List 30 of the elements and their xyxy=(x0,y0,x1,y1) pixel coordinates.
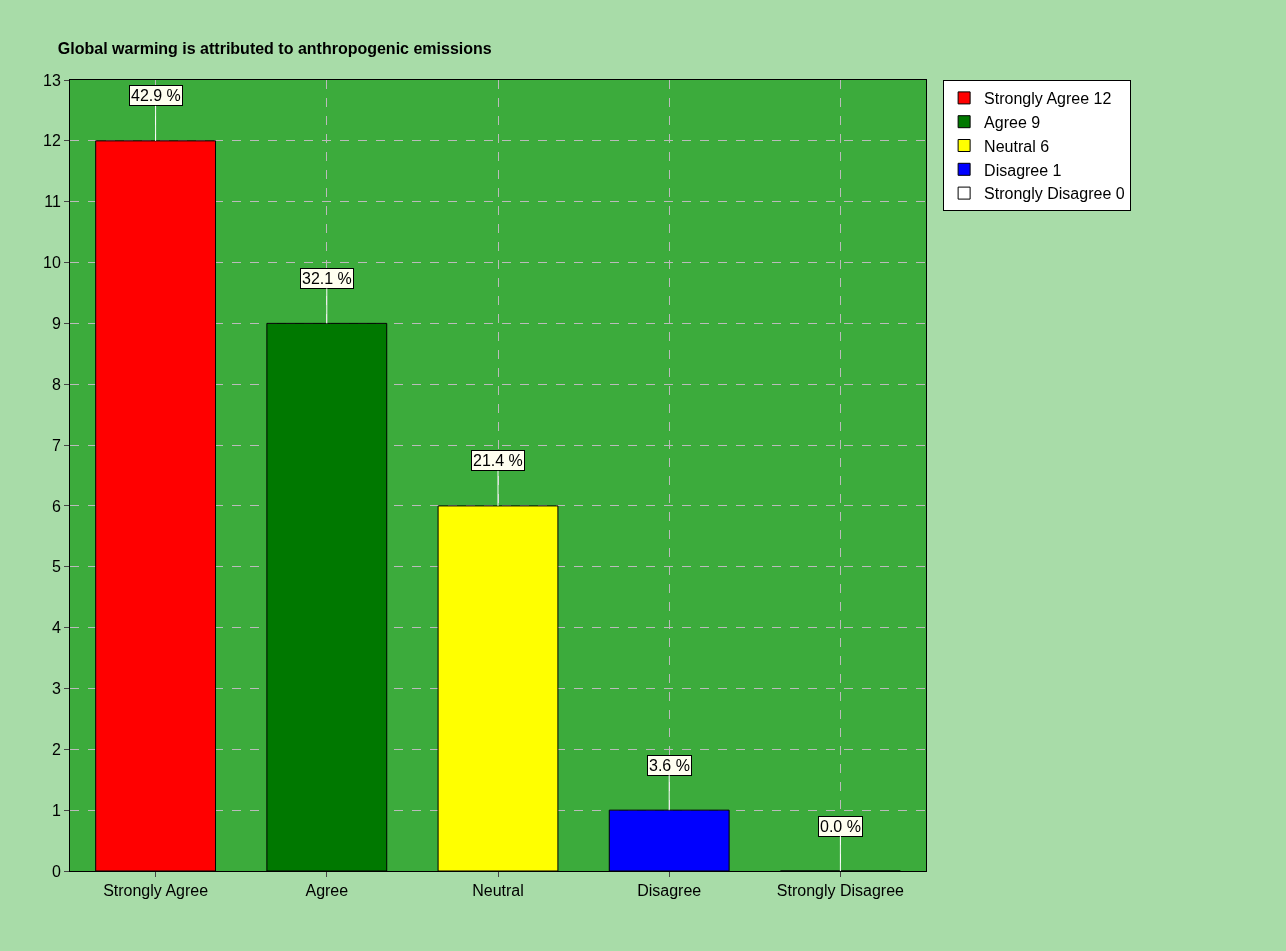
y-tick-label: 4 xyxy=(51,619,61,637)
legend-label: Disagree 1 xyxy=(984,161,1062,179)
legend-label: Neutral 6 xyxy=(984,137,1050,155)
y-tick-label: 7 xyxy=(51,436,61,454)
x-tick-label: Agree xyxy=(305,882,349,900)
y-tick-label: 13 xyxy=(43,71,61,89)
chart-title: Global warming is attributed to anthropogenic emissions xyxy=(57,39,492,57)
y-tick-label: 2 xyxy=(51,740,61,758)
legend-label: Strongly Agree 12 xyxy=(984,90,1112,108)
annotation: 0.0 % xyxy=(820,818,861,835)
y-tick-label: 0 xyxy=(51,862,61,880)
y-tick-label: 5 xyxy=(51,558,61,576)
annotation: 21.4 % xyxy=(473,452,523,469)
x-tick-label: Strongly Agree xyxy=(103,882,209,900)
y-tick-label: 8 xyxy=(51,375,61,393)
y-tick-label: 6 xyxy=(51,497,61,515)
y-tick-label: 11 xyxy=(44,193,61,211)
y-tick-label: 10 xyxy=(43,254,61,272)
y-tick-label: 12 xyxy=(43,132,61,150)
x-tick-label: Neutral xyxy=(472,882,524,900)
legend-label: Agree 9 xyxy=(984,113,1041,131)
annotation: 32.1 % xyxy=(302,270,352,287)
y-tick-label: 9 xyxy=(51,314,61,332)
legend-label: Strongly Disagree 0 xyxy=(984,185,1125,203)
x-tick-label: Strongly Disagree xyxy=(776,882,905,900)
x-tick-label: Disagree xyxy=(637,882,702,900)
y-tick-label: 1 xyxy=(51,801,61,819)
annotation: 42.9 % xyxy=(131,87,181,104)
y-tick-label: 3 xyxy=(51,680,61,698)
annotation: 3.6 % xyxy=(649,757,690,774)
